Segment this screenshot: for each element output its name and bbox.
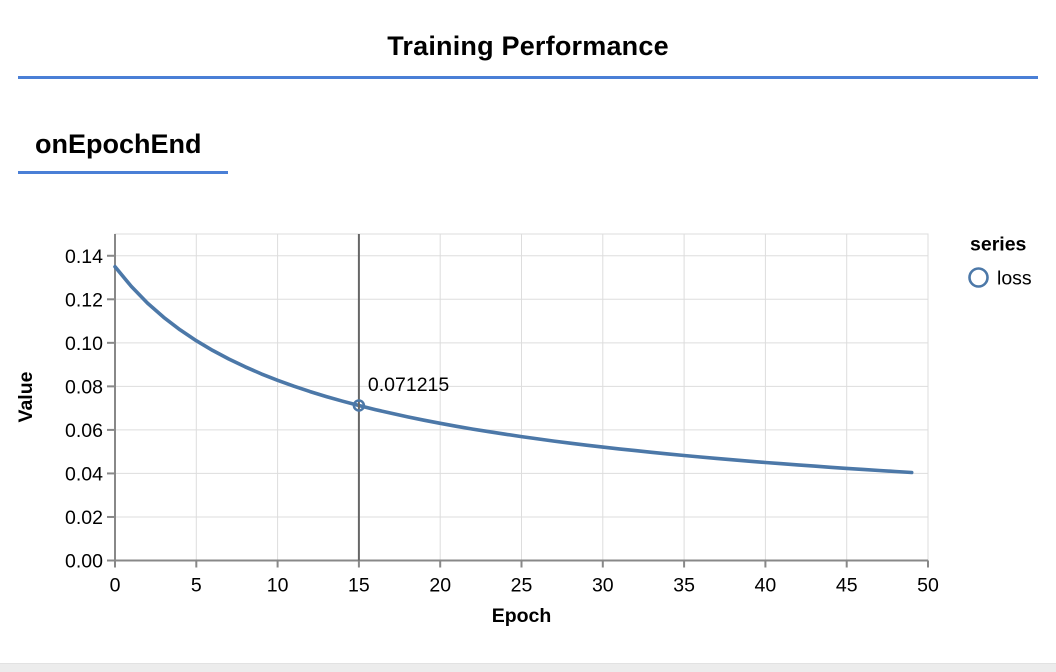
section-title-onepochend: onEpochEnd bbox=[35, 129, 202, 159]
loss-line-chart[interactable]: 0 5 10 15 20 25 30 35 40 45 50 0.00 0.02 0.04 0.06 0.08… bbox=[0, 218, 1056, 648]
bottom-panel-edge bbox=[0, 663, 1056, 672]
legend: series loss bbox=[968, 234, 1032, 290]
x-axis-title: Epoch bbox=[492, 605, 552, 627]
page-title: Training Performance bbox=[387, 31, 669, 61]
y-tick-label: 0.00 bbox=[65, 551, 103, 573]
chart-gridlines bbox=[114, 234, 929, 561]
section-underline bbox=[18, 171, 228, 174]
x-tick-label: 50 bbox=[917, 575, 939, 597]
y-tick-label: 0.10 bbox=[65, 333, 103, 355]
x-tick-label: 10 bbox=[267, 575, 289, 597]
selected-point-marker[interactable] bbox=[352, 399, 366, 412]
x-tick-label: 35 bbox=[673, 575, 695, 597]
legend-loss-icon[interactable] bbox=[968, 267, 989, 288]
title-underline bbox=[18, 76, 1038, 79]
x-tick-label: 0 bbox=[110, 575, 121, 597]
x-tick-label: 40 bbox=[755, 575, 777, 597]
y-tick-label: 0.06 bbox=[65, 420, 103, 442]
legend-title: series bbox=[970, 234, 1027, 256]
x-tick-label: 20 bbox=[429, 575, 451, 597]
y-tick-label: 0.12 bbox=[65, 289, 103, 311]
x-tick-label: 25 bbox=[511, 575, 533, 597]
x-tick-label: 30 bbox=[592, 575, 614, 597]
y-tick-label: 0.04 bbox=[65, 463, 103, 485]
x-tick-label: 45 bbox=[836, 575, 858, 597]
y-tick-label: 0.02 bbox=[65, 507, 103, 529]
y-tick-label: 0.14 bbox=[65, 246, 103, 268]
chart-axes: 0 5 10 15 20 25 30 35 40 45 50 0.00 0.02 0.04 0.06 0.08… bbox=[65, 234, 939, 597]
x-tick-label: 5 bbox=[191, 575, 202, 597]
loss-series-line bbox=[113, 264, 914, 475]
legend-loss-label: loss bbox=[997, 268, 1032, 290]
x-tick-label: 15 bbox=[348, 575, 370, 597]
tooltip-value: 0.071215 bbox=[368, 374, 449, 396]
y-tick-label: 0.08 bbox=[65, 376, 103, 398]
y-axis-title: Value bbox=[15, 371, 37, 422]
